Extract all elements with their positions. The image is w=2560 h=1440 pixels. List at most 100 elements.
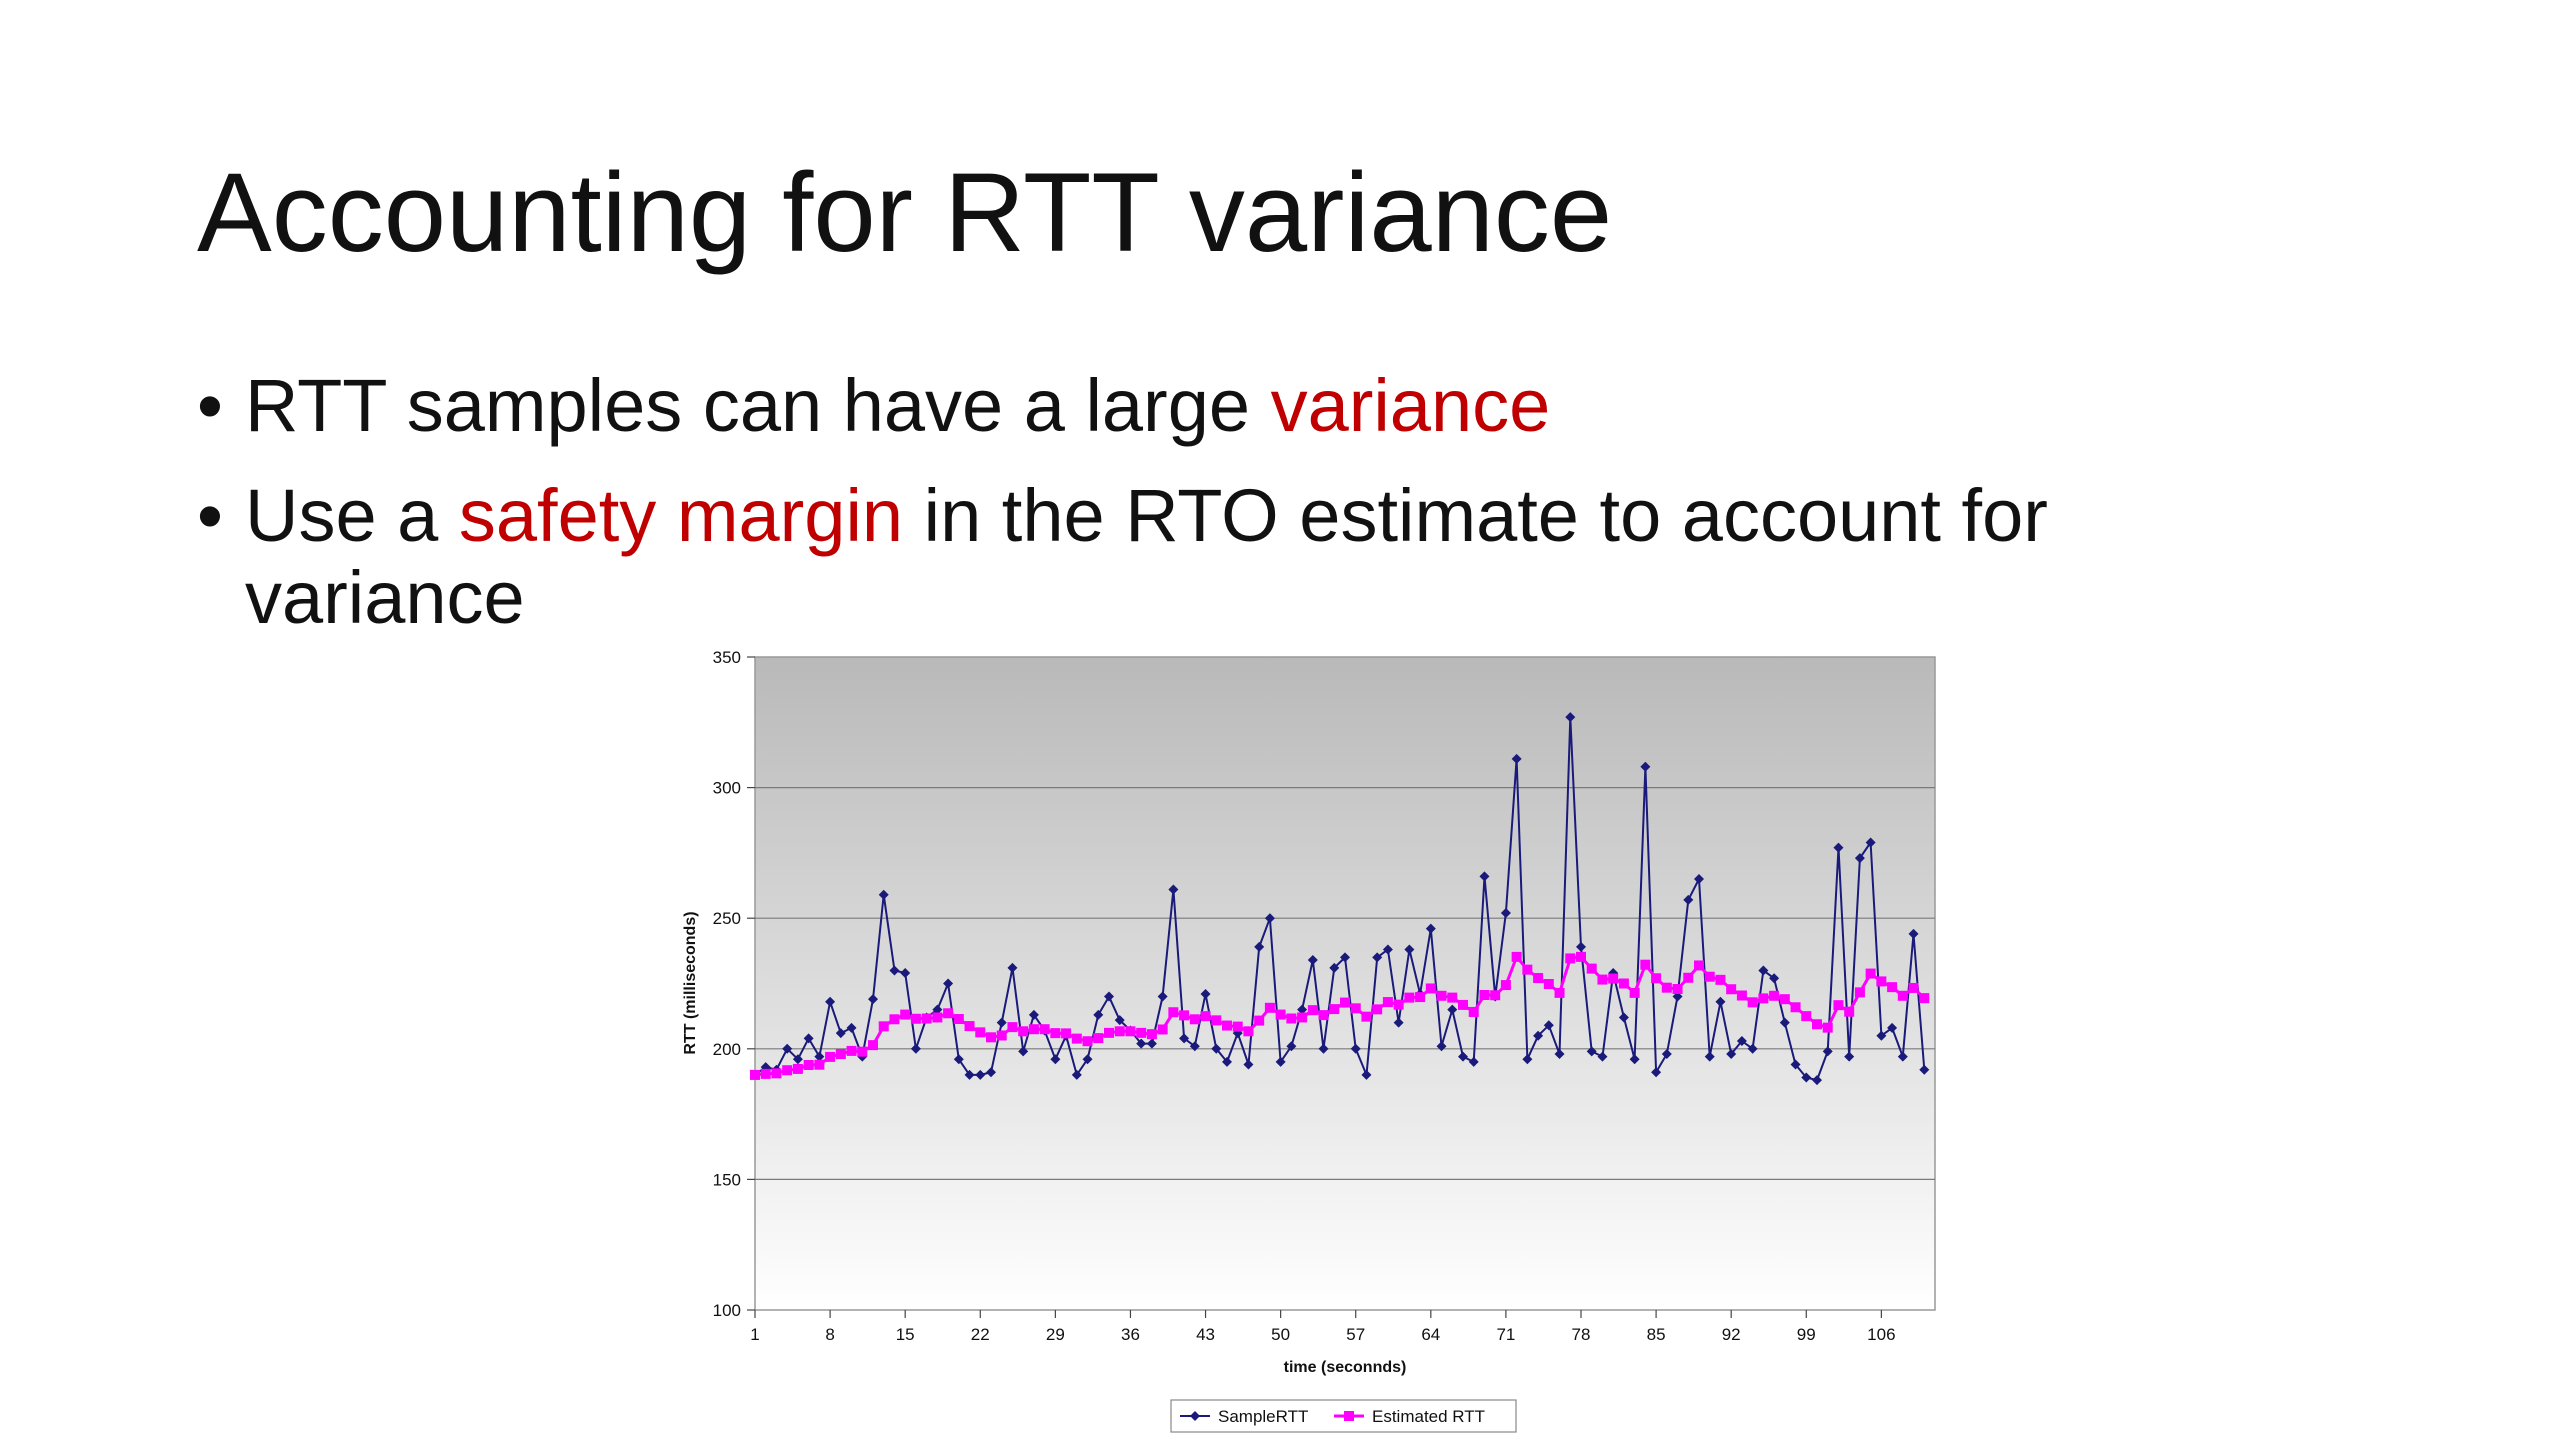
data-point-sample <box>1704 1051 1715 1062</box>
data-point-estimated <box>1028 1024 1039 1035</box>
data-point-sample <box>1533 1030 1544 1041</box>
data-point-estimated <box>1211 1015 1222 1026</box>
data-point-sample <box>1758 965 1769 976</box>
data-point-sample <box>1393 1017 1404 1028</box>
data-point-sample <box>1726 1049 1737 1060</box>
data-point-estimated <box>1812 1019 1822 1030</box>
data-point-sample <box>953 1054 964 1065</box>
data-point-estimated <box>1854 987 1865 998</box>
data-point-estimated <box>771 1068 782 1079</box>
data-point-estimated <box>1801 1011 1812 1022</box>
data-point-estimated <box>943 1008 954 1019</box>
data-point-estimated <box>803 1059 814 1070</box>
data-point-estimated <box>1050 1028 1061 1039</box>
data-point-estimated <box>1350 1003 1361 1014</box>
y-tick-label: 100 <box>713 1301 741 1320</box>
data-point-estimated <box>1061 1028 1072 1039</box>
data-point-sample <box>1168 884 1179 895</box>
data-point-sample <box>986 1067 996 1078</box>
data-point-sample <box>1522 1054 1533 1065</box>
data-point-sample <box>1694 874 1704 885</box>
data-point-sample <box>1211 1043 1222 1054</box>
x-tick-label: 99 <box>1797 1325 1816 1344</box>
data-point-sample <box>1736 1035 1747 1046</box>
data-point-estimated <box>1844 1006 1855 1017</box>
data-point-sample <box>878 889 889 900</box>
bullet-text: Use a <box>245 474 459 557</box>
data-point-estimated <box>1318 1010 1329 1021</box>
data-point-sample <box>964 1069 975 1080</box>
data-point-sample <box>1651 1067 1662 1078</box>
data-point-sample <box>1844 1051 1855 1062</box>
data-point-estimated <box>1887 982 1898 993</box>
grid-lines <box>755 786 1935 1181</box>
data-point-estimated <box>1511 951 1522 962</box>
series-markers <box>750 712 1930 1086</box>
bullet-item: • Use a safety margin in the RTO estimate… <box>197 475 2097 639</box>
data-point-sample <box>1747 1043 1758 1054</box>
data-point-sample <box>889 965 900 976</box>
data-point-estimated <box>1372 1004 1383 1015</box>
data-point-sample <box>1919 1064 1930 1075</box>
data-point-sample <box>1114 1015 1125 1026</box>
data-point-estimated <box>1243 1026 1254 1037</box>
data-point-estimated <box>1661 982 1672 993</box>
data-point-sample <box>792 1054 803 1065</box>
data-point-estimated <box>1554 987 1565 998</box>
data-point-estimated <box>1833 1000 1844 1011</box>
x-tick-label: 78 <box>1572 1325 1591 1344</box>
data-point-estimated <box>1500 980 1511 991</box>
bullet-list: • RTT samples can have a large variance •… <box>197 365 2097 667</box>
x-tick-label: 64 <box>1421 1325 1440 1344</box>
data-point-estimated <box>1447 992 1458 1003</box>
data-point-estimated <box>1146 1029 1157 1040</box>
data-point-sample <box>1243 1059 1254 1070</box>
data-point-estimated <box>1908 982 1919 993</box>
bullet-text: RTT samples can have a large <box>245 364 1271 447</box>
data-point-estimated <box>1425 983 1436 994</box>
x-tick-label: 50 <box>1271 1325 1290 1344</box>
x-tick-label: 36 <box>1121 1325 1140 1344</box>
data-point-sample <box>1447 1004 1458 1015</box>
chart-legend: SampleRTT Estimated RTT <box>1170 1399 1517 1433</box>
data-point-estimated <box>1458 999 1468 1010</box>
data-point-estimated <box>1565 953 1576 964</box>
data-point-sample <box>1275 1056 1286 1067</box>
data-point-sample <box>1833 842 1844 853</box>
data-point-estimated <box>1404 992 1415 1003</box>
data-point-sample <box>1082 1054 1093 1065</box>
data-point-estimated <box>1897 990 1908 1001</box>
data-point-sample <box>975 1069 986 1080</box>
bullet-dot-icon: • <box>197 364 223 447</box>
data-point-sample <box>1812 1075 1822 1086</box>
data-point-estimated <box>1200 1011 1211 1022</box>
data-point-estimated <box>1608 973 1619 984</box>
data-point-sample <box>1683 894 1694 905</box>
data-point-sample <box>1597 1051 1608 1062</box>
data-point-estimated <box>986 1032 996 1043</box>
data-point-sample <box>1136 1038 1147 1049</box>
legend-estimated-label: Estimated RTT <box>1372 1407 1485 1426</box>
data-point-sample <box>1876 1030 1887 1041</box>
data-point-sample <box>1050 1054 1061 1065</box>
data-point-sample <box>1146 1038 1157 1049</box>
y-axis-label: RTT (milliseconds) <box>682 911 699 1054</box>
data-point-estimated <box>857 1046 868 1057</box>
data-point-estimated <box>1586 963 1597 974</box>
x-tick-label: 43 <box>1196 1325 1215 1344</box>
data-point-estimated <box>900 1009 911 1020</box>
data-point-sample <box>1179 1033 1190 1044</box>
data-point-sample <box>943 978 954 989</box>
legend-sample-marker-icon <box>1190 1411 1200 1421</box>
x-tick-label: 1 <box>750 1325 759 1344</box>
data-point-sample <box>1018 1046 1029 1057</box>
data-point-estimated <box>1157 1024 1168 1035</box>
data-point-sample <box>1028 1009 1039 1020</box>
data-point-sample <box>900 968 911 979</box>
data-point-estimated <box>1286 1013 1297 1024</box>
data-point-estimated <box>1704 971 1715 982</box>
bullet-accent-text: safety margin <box>458 474 904 557</box>
data-point-sample <box>1779 1017 1790 1028</box>
y-tick-label: 200 <box>713 1040 741 1059</box>
data-point-sample <box>1329 962 1340 973</box>
